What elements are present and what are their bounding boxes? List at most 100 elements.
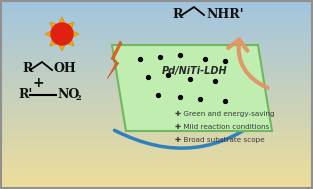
Bar [0, 4, 313, 6]
Bar [0, 129, 313, 131]
Bar [0, 59, 313, 61]
Bar [0, 152, 313, 154]
Bar [0, 66, 313, 68]
Bar [0, 1, 313, 3]
Bar [0, 113, 313, 115]
Bar [0, 124, 313, 126]
Bar [0, 97, 313, 99]
Bar [0, 88, 313, 90]
Polygon shape [45, 17, 79, 51]
Bar [0, 12, 313, 14]
Bar [0, 26, 313, 28]
Bar [0, 40, 313, 43]
Bar [0, 15, 313, 17]
Bar [0, 173, 313, 175]
Bar [0, 176, 313, 178]
Bar [0, 100, 313, 102]
Polygon shape [107, 41, 122, 79]
Circle shape [51, 23, 73, 45]
Bar [0, 170, 313, 172]
Bar [0, 94, 313, 96]
Bar [0, 61, 313, 63]
Text: R': R' [18, 88, 32, 101]
Text: Pd/NiTi-LDH: Pd/NiTi-LDH [162, 66, 228, 76]
Bar [0, 31, 313, 33]
Bar [0, 64, 313, 66]
Text: OH: OH [54, 63, 77, 75]
Bar [0, 125, 313, 128]
Bar [0, 143, 313, 145]
Bar [0, 80, 313, 82]
Bar [0, 17, 313, 19]
Bar [0, 37, 313, 39]
Bar [0, 74, 313, 76]
Bar [0, 132, 313, 134]
Bar [0, 39, 313, 41]
Bar [0, 157, 313, 159]
Bar [0, 111, 313, 113]
Bar [0, 159, 313, 161]
Bar [0, 55, 313, 57]
Bar [0, 102, 313, 104]
Text: ✚ Green and energy-saving: ✚ Green and energy-saving [175, 111, 275, 117]
Bar [0, 119, 313, 121]
Bar [0, 45, 313, 47]
Bar [0, 9, 313, 11]
Bar [0, 148, 313, 150]
Text: R: R [22, 63, 32, 75]
Bar [0, 118, 313, 120]
Bar [0, 86, 313, 88]
Bar [0, 51, 313, 53]
Bar [0, 135, 313, 137]
Bar [0, 103, 313, 105]
Bar [0, 22, 313, 24]
Bar [0, 181, 313, 183]
Bar [0, 184, 313, 186]
Bar [0, 69, 313, 71]
Bar [0, 121, 313, 123]
Bar [0, 25, 313, 27]
Text: +: + [32, 76, 44, 90]
Text: NO: NO [57, 88, 79, 101]
Bar [0, 122, 313, 124]
Bar [0, 154, 313, 156]
Bar [0, 14, 313, 16]
Bar [0, 105, 313, 107]
Bar [0, 163, 313, 165]
Bar [0, 84, 313, 87]
Bar [0, 138, 313, 140]
Bar [0, 83, 313, 85]
Bar [0, 29, 313, 32]
Bar [0, 50, 313, 52]
Text: NHR': NHR' [206, 9, 244, 22]
Bar [0, 63, 313, 65]
Bar [0, 187, 313, 189]
Bar [0, 75, 313, 77]
Text: ✚ Broad substrate scope: ✚ Broad substrate scope [175, 137, 265, 143]
Bar [0, 47, 313, 49]
Bar [0, 146, 313, 148]
Bar [0, 70, 313, 72]
Bar [0, 167, 313, 169]
Bar [0, 130, 313, 132]
Bar [0, 144, 313, 146]
Bar [0, 177, 313, 180]
Bar [0, 53, 313, 55]
Bar [0, 78, 313, 80]
Bar [0, 72, 313, 74]
Bar [0, 115, 313, 117]
Bar [0, 133, 313, 136]
Bar [0, 155, 313, 157]
Bar [0, 96, 313, 98]
Bar [0, 36, 313, 38]
Bar [0, 168, 313, 170]
FancyArrowPatch shape [228, 40, 267, 88]
Bar [0, 6, 313, 8]
Bar [0, 127, 313, 129]
Bar [0, 18, 313, 20]
Bar [0, 33, 313, 35]
Bar [0, 67, 313, 69]
Bar [0, 108, 313, 110]
Bar [0, 0, 313, 2]
Bar [0, 89, 313, 91]
